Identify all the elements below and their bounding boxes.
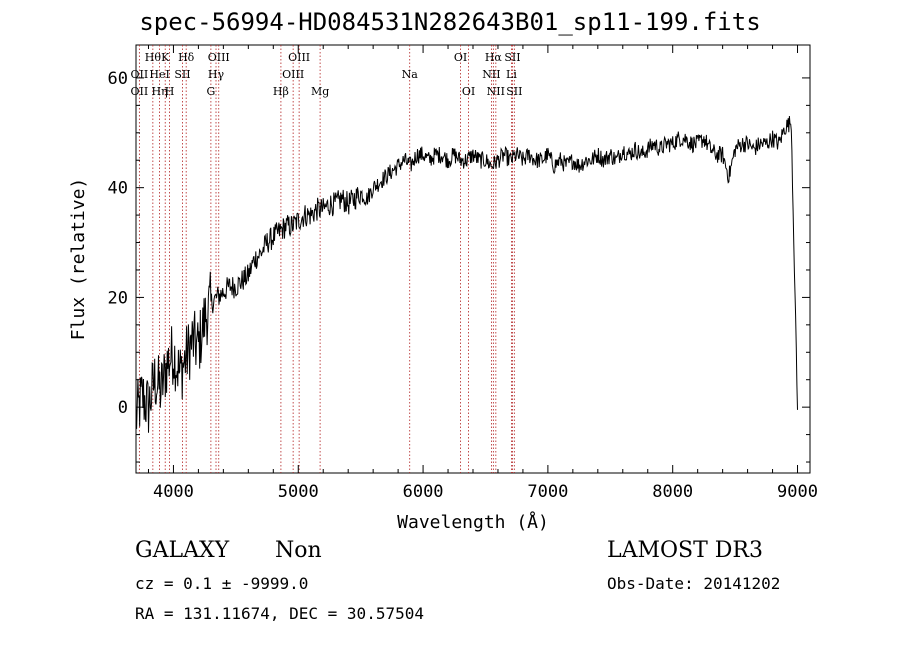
marker-label: HeI	[149, 68, 169, 81]
marker-labels: OII OII Hθ HeI Hη K H SII Hδ G Hγ OIII Hβ OIII OIII Mg N…	[131, 51, 523, 98]
marker-label: OII	[131, 85, 149, 98]
obs-date: Obs-Date: 20141202	[607, 574, 781, 593]
marker-label: Hβ	[273, 85, 289, 98]
y-axis: 0 20 40 60	[108, 69, 810, 463]
marker-label: OII	[131, 68, 149, 81]
spectrum-series	[135, 115, 798, 433]
marker-label: K	[161, 51, 170, 64]
marker-label: NII	[487, 85, 505, 98]
marker-label: OI	[454, 51, 467, 64]
y-axis-label: Flux (relative)	[68, 178, 89, 341]
marker-label: Hα	[485, 51, 503, 64]
marker-label: SII	[504, 51, 520, 64]
marker-label: Hδ	[178, 51, 195, 64]
marker-label: Hγ	[208, 68, 225, 81]
x-tick-label: 4000	[153, 482, 194, 502]
marker-label: G	[206, 85, 215, 98]
marker-label: OI	[462, 85, 475, 98]
marker-label: Li	[506, 68, 517, 81]
survey-label: LAMOST DR3	[607, 538, 763, 563]
line-markers	[138, 45, 515, 473]
x-tick-label: 5000	[278, 482, 319, 502]
marker-label: OIII	[282, 68, 304, 81]
marker-label: Hη	[151, 85, 167, 98]
x-tick-label: 9000	[777, 482, 818, 502]
cz-readout: cz = 0.1 ± -9999.0	[135, 574, 309, 593]
x-tick-label: 7000	[527, 482, 568, 502]
marker-label: SII	[506, 85, 522, 98]
marker-label: NII	[482, 68, 500, 81]
marker-label: Hθ	[145, 51, 162, 64]
y-tick-label: 20	[108, 288, 128, 308]
y-tick-label: 0	[118, 398, 128, 418]
marker-label: OIII	[288, 51, 310, 64]
plot-frame	[135, 44, 811, 474]
marker-label: H	[165, 85, 175, 98]
chart-title: spec-56994-HD084531N282643B01_sp11-199.f…	[139, 8, 761, 36]
marker-label: SII	[174, 68, 190, 81]
spectrum-line	[135, 115, 798, 433]
subclass-label: Non	[275, 538, 322, 563]
marker-label: Na	[402, 68, 419, 81]
x-axis-label: Wavelength (Å)	[397, 511, 549, 533]
y-tick-label: 40	[108, 179, 128, 199]
marker-label: OIII	[208, 51, 230, 64]
y-tick-label: 60	[108, 69, 128, 89]
x-tick-label: 8000	[652, 482, 693, 502]
coordinates-readout: RA = 131.11674, DEC = 30.57504	[135, 604, 424, 623]
marker-label: Mg	[311, 85, 329, 98]
x-axis: 4000 5000 6000 7000 8000 9000	[147, 45, 818, 502]
class-label: GALAXY	[135, 538, 230, 563]
x-tick-label: 6000	[403, 482, 444, 502]
